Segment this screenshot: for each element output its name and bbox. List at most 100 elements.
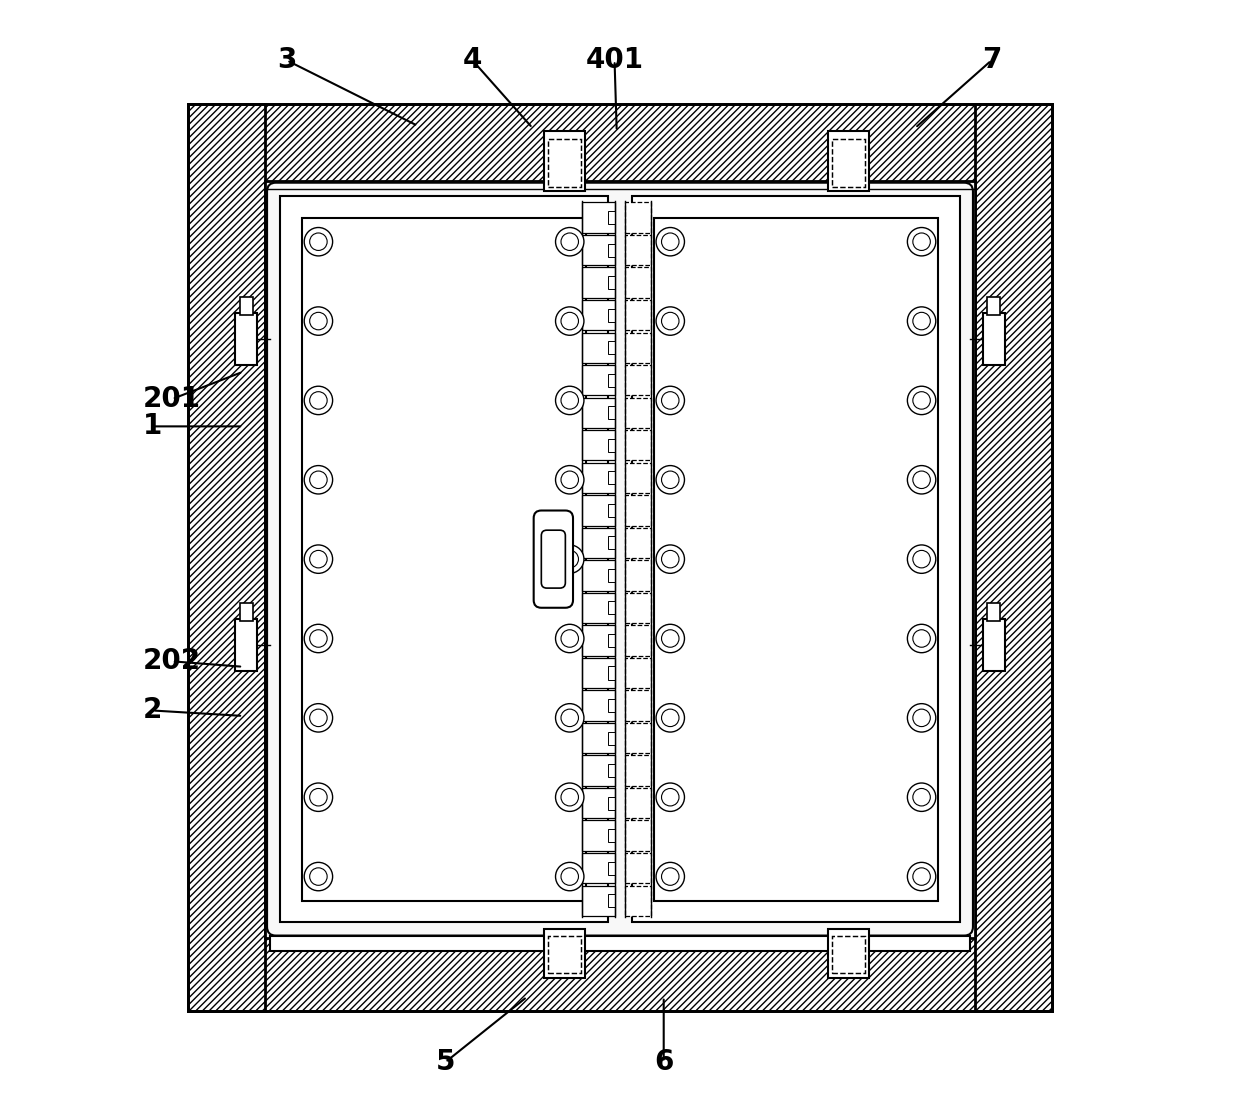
- Circle shape: [913, 312, 930, 330]
- Bar: [625, 821, 651, 851]
- Bar: [582, 203, 615, 233]
- Bar: [236, 619, 257, 671]
- Bar: [625, 300, 651, 330]
- Bar: [625, 560, 651, 591]
- Bar: [625, 365, 651, 396]
- Bar: [582, 593, 615, 623]
- Circle shape: [556, 386, 584, 415]
- Text: 7: 7: [982, 47, 1001, 75]
- Circle shape: [661, 867, 680, 885]
- Bar: [608, 569, 615, 582]
- Circle shape: [556, 783, 584, 812]
- Circle shape: [913, 391, 930, 409]
- Circle shape: [913, 471, 930, 488]
- Circle shape: [913, 709, 930, 727]
- Bar: [625, 398, 651, 428]
- Circle shape: [661, 630, 680, 647]
- Bar: [608, 862, 615, 874]
- Circle shape: [304, 862, 332, 891]
- Bar: [582, 430, 615, 460]
- Circle shape: [304, 227, 332, 256]
- Circle shape: [304, 624, 332, 652]
- Bar: [608, 243, 615, 256]
- Bar: [625, 463, 651, 493]
- Bar: [303, 217, 587, 901]
- Bar: [548, 139, 580, 187]
- Bar: [625, 495, 651, 525]
- Bar: [582, 560, 615, 591]
- Circle shape: [560, 471, 579, 488]
- Text: 6: 6: [653, 1048, 673, 1076]
- Text: 3: 3: [277, 47, 296, 75]
- Bar: [608, 439, 615, 452]
- Bar: [625, 626, 651, 656]
- Circle shape: [560, 709, 579, 727]
- Circle shape: [556, 466, 584, 494]
- Bar: [608, 472, 615, 484]
- Bar: [188, 929, 1052, 1011]
- Circle shape: [556, 624, 584, 652]
- Text: 5: 5: [435, 1048, 455, 1076]
- Bar: [832, 935, 864, 973]
- Bar: [582, 723, 615, 754]
- Circle shape: [656, 862, 684, 891]
- Circle shape: [908, 227, 936, 256]
- Circle shape: [908, 545, 936, 573]
- Circle shape: [661, 551, 680, 568]
- Text: 202: 202: [143, 648, 201, 676]
- Circle shape: [908, 862, 936, 891]
- Bar: [582, 495, 615, 525]
- Circle shape: [908, 783, 936, 812]
- Bar: [582, 300, 615, 330]
- Bar: [582, 658, 615, 688]
- Bar: [548, 935, 580, 973]
- Bar: [827, 929, 869, 978]
- Circle shape: [656, 624, 684, 652]
- Bar: [236, 312, 257, 366]
- Circle shape: [310, 312, 327, 330]
- Bar: [625, 885, 651, 915]
- Bar: [265, 181, 975, 938]
- Bar: [625, 203, 651, 233]
- Circle shape: [560, 233, 579, 251]
- Circle shape: [310, 551, 327, 568]
- Bar: [608, 731, 615, 745]
- Circle shape: [560, 630, 579, 647]
- Bar: [543, 130, 585, 192]
- Circle shape: [560, 391, 579, 409]
- Bar: [582, 463, 615, 493]
- Bar: [625, 658, 651, 688]
- FancyBboxPatch shape: [542, 531, 565, 588]
- Bar: [625, 690, 651, 720]
- Bar: [608, 211, 615, 224]
- Circle shape: [656, 307, 684, 336]
- Circle shape: [908, 386, 936, 415]
- Circle shape: [656, 783, 684, 812]
- Circle shape: [304, 307, 332, 336]
- Circle shape: [556, 227, 584, 256]
- Bar: [239, 603, 253, 621]
- Bar: [582, 690, 615, 720]
- Circle shape: [908, 466, 936, 494]
- Circle shape: [913, 630, 930, 647]
- Bar: [582, 332, 615, 362]
- Circle shape: [913, 867, 930, 885]
- Circle shape: [304, 545, 332, 573]
- Circle shape: [656, 466, 684, 494]
- Circle shape: [908, 704, 936, 733]
- Bar: [608, 341, 615, 355]
- Bar: [608, 406, 615, 419]
- Circle shape: [560, 312, 579, 330]
- Bar: [543, 929, 585, 978]
- Bar: [987, 298, 1001, 314]
- Text: 1: 1: [143, 413, 162, 440]
- Bar: [625, 723, 651, 754]
- Circle shape: [310, 867, 327, 885]
- Bar: [582, 527, 615, 558]
- Circle shape: [560, 551, 579, 568]
- Bar: [975, 104, 1052, 1011]
- Bar: [608, 277, 615, 289]
- Bar: [625, 430, 651, 460]
- Circle shape: [310, 788, 327, 806]
- Circle shape: [310, 391, 327, 409]
